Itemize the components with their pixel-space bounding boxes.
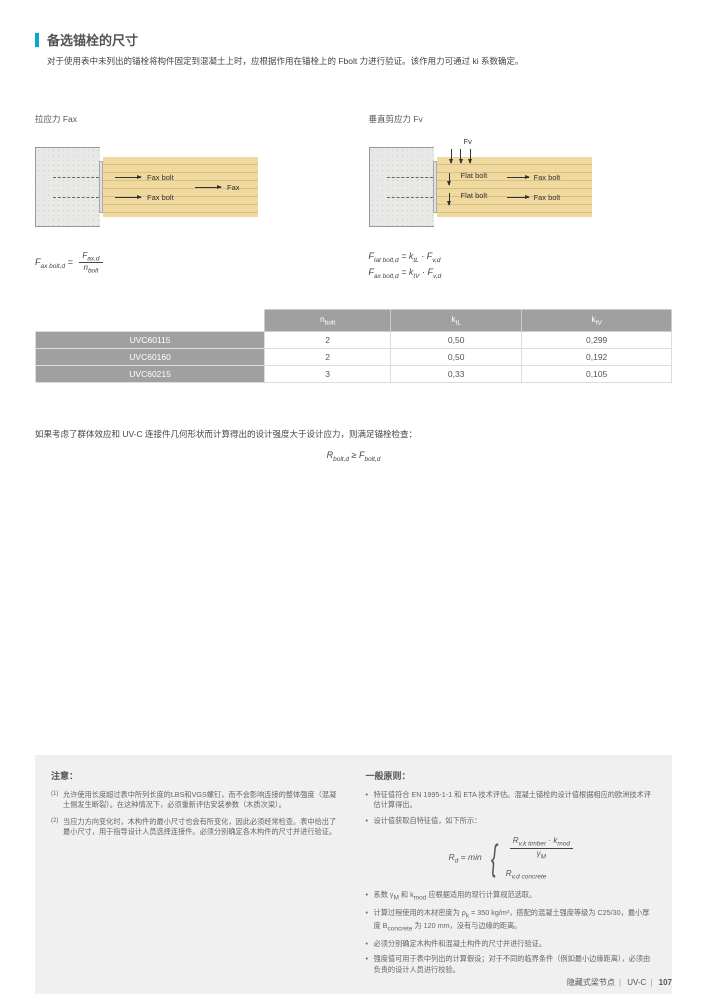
table-cell: UVC60115: [36, 332, 265, 349]
bolt-dash-1: [53, 177, 99, 178]
note-item: (2)当应力方向变化时，木构件的最小尺寸也会有所变化，因此必须经常检查。表中给出…: [51, 817, 342, 838]
table-cell: 0,33: [391, 366, 522, 383]
notes-left-items: (1)允许使用长度超过表中所列长度的LBS和VGS螺钉，而不会影响连接的整体强度…: [51, 790, 342, 838]
table-row: UVC6011520,500,299: [36, 332, 672, 349]
table-cell: 0,192: [522, 349, 672, 366]
diagram-left: 拉应力 Fax Fax bolt Fax bolt Fax: [35, 113, 339, 280]
notes-left-title: 注意：: [51, 769, 342, 782]
table-header-cell: ktL: [391, 310, 522, 332]
section-title: 备选锚栓的尺寸: [47, 30, 138, 49]
bullet-item: 设计值获取自特征值，如下所示：: [366, 816, 657, 826]
table-cell: 0,299: [522, 332, 672, 349]
notes-left: 注意： (1)允许使用长度超过表中所列长度的LBS和VGS螺钉，而不会影响连接的…: [51, 769, 342, 980]
bullets-bottom: 系数 γM 和 kmod 应根据适用的现行计算规范选取。计算过程使用的木材密度为…: [366, 890, 657, 975]
footer: 隐藏式梁节点| UV-C| 107: [567, 977, 672, 988]
left-heading: 拉应力 Fax: [35, 113, 339, 125]
table-cell: 0,50: [391, 332, 522, 349]
arrow-flat-2: [449, 193, 450, 205]
table-cell: UVC60215: [36, 366, 265, 383]
table-row: UVC6021530,330,105: [36, 366, 672, 383]
table-cell: 0,50: [391, 349, 522, 366]
bolt-dash-2: [53, 197, 99, 198]
table-header-cell: ktV: [522, 310, 672, 332]
table-cell: 2: [265, 349, 391, 366]
left-formula: Fax bolt,d = Fax,d nbolt: [35, 251, 339, 275]
table-cell: 2: [265, 332, 391, 349]
table-header-row: nboltktLktV: [36, 310, 672, 332]
flat-bolt-label-2: Flat bolt: [461, 191, 488, 200]
title-marker: [35, 33, 39, 47]
left-figure: Fax bolt Fax bolt Fax: [35, 137, 339, 237]
right-figure: Fv Flat bolt Flat bolt Fax bolt: [369, 137, 673, 237]
right-formula-1: Flat bolt,d = ktL · Fv,d: [369, 251, 673, 264]
table-header-cell: nbolt: [265, 310, 391, 332]
right-formula-2: Fax bolt,d = ktV · Fv,d: [369, 267, 673, 280]
table-row: UVC6016020,500,192: [36, 349, 672, 366]
fv-label: Fv: [464, 137, 472, 146]
verify-text: 如果考虑了群体效应和 UV-C 连接件几何形状而计算得出的设计强度大于设计应力，…: [35, 428, 672, 440]
diagrams-row: 拉应力 Fax Fax bolt Fax bolt Fax: [35, 113, 672, 280]
data-table: nboltktLktV UVC6011520,500,299UVC6016020…: [35, 309, 672, 383]
bullet-item: 强度值可用于表中列出的计算假设；对于不同的临界条件（例如最小边缘距离），必须由负…: [366, 954, 657, 975]
arrow-fax-bolt-1: Fax bolt: [115, 173, 174, 182]
arrow-fax-bolt-2: Fax bolt: [115, 193, 174, 202]
notes-section: 注意： (1)允许使用长度超过表中所列长度的LBS和VGS螺钉，而不会影响连接的…: [35, 755, 672, 994]
fv-arrows: [451, 149, 471, 165]
note-item: (1)允许使用长度超过表中所列长度的LBS和VGS螺钉，而不会影响连接的整体强度…: [51, 790, 342, 811]
bullet-item: 系数 γM 和 kmod 应根据适用的现行计算规范选取。: [366, 890, 657, 903]
flat-bolt-label-1: Flat bolt: [461, 171, 488, 180]
right-heading: 垂直剪应力 Fv: [369, 113, 673, 125]
concrete-block: [35, 147, 100, 227]
arrow-flat-1: [449, 173, 450, 185]
wood-beam-r: [437, 157, 592, 217]
section-title-row: 备选锚栓的尺寸: [35, 30, 672, 49]
notes-right: 一般原则： 特征值符合 EN 1995-1-1 和 ETA 技术评估。混凝土锚栓…: [366, 769, 657, 980]
table-body: UVC6011520,500,299UVC6016020,500,192UVC6…: [36, 332, 672, 383]
bolt-dash-r2: [387, 197, 433, 198]
concrete-block-r: [369, 147, 434, 227]
arrow-faxb-r1: Fax bolt: [507, 173, 561, 182]
table-header-cell: [36, 310, 265, 332]
bullet-item: 必须分别确定木构件和混凝土构件的尺寸并进行验证。: [366, 939, 657, 949]
table-cell: 3: [265, 366, 391, 383]
rd-formula: Rd = min { Rv,k timber · kmodγM Rv,d con…: [366, 836, 657, 880]
table-cell: 0,105: [522, 366, 672, 383]
table-cell: UVC60160: [36, 349, 265, 366]
diagram-right: 垂直剪应力 Fv Fv Flat bolt: [369, 113, 673, 280]
arrow-fax: Fax: [195, 183, 240, 192]
notes-right-title: 一般原则：: [366, 769, 657, 782]
bullet-item: 计算过程使用的木材密度为 ρk = 350 kg/m³，搭配的混凝土强度等级为 …: [366, 908, 657, 934]
verify-formula: Rbolt,d ≥ Fbolt,d: [35, 450, 672, 463]
intro-text: 对于使用表中未列出的锚栓将构件固定到混凝土上时，应根据作用在锚栓上的 Fbolt…: [47, 55, 672, 68]
arrow-faxb-r2: Fax bolt: [507, 193, 561, 202]
bolt-dash-r1: [387, 177, 433, 178]
bullet-item: 特征值符合 EN 1995-1-1 和 ETA 技术评估。混凝土锚栓的设计值根据…: [366, 790, 657, 811]
bullets-top: 特征值符合 EN 1995-1-1 和 ETA 技术评估。混凝土锚栓的设计值根据…: [366, 790, 657, 826]
